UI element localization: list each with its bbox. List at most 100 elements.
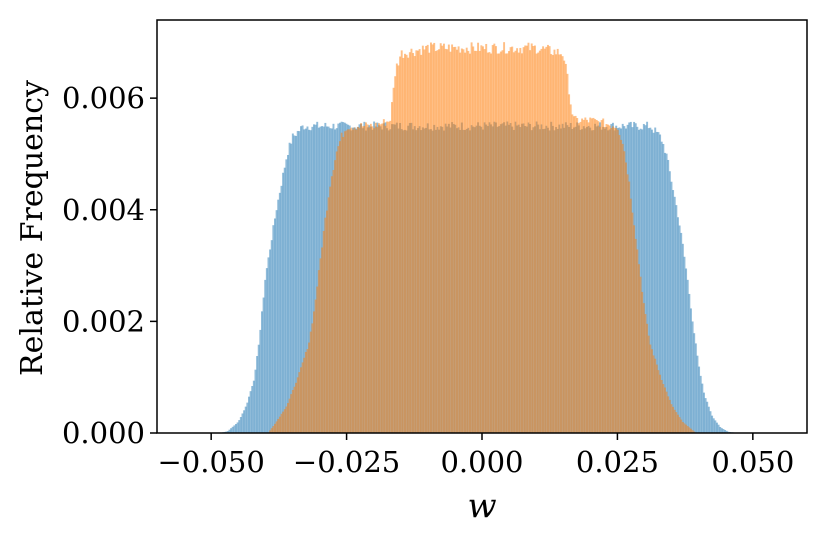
- histogram-bar: [607, 124, 610, 433]
- histogram-bar: [667, 159, 670, 434]
- histogram-bar: [356, 126, 359, 433]
- histogram-bar: [540, 48, 543, 433]
- histogram-bar: [519, 47, 522, 433]
- histogram-bar: [516, 48, 519, 433]
- histogram-bar: [558, 54, 561, 434]
- histogram-bar: [355, 129, 358, 433]
- histogram-bar: [725, 430, 728, 433]
- histogram-bar: [641, 129, 644, 433]
- histogram-bar: [322, 230, 325, 433]
- histogram-bar: [686, 426, 689, 433]
- histogram-bar: [417, 50, 419, 434]
- histogram-bar: [576, 118, 579, 434]
- histogram-bar: [556, 48, 559, 434]
- histogram-bar: [301, 362, 304, 433]
- histogram-bar: [501, 50, 504, 433]
- histogram-bar: [278, 192, 281, 433]
- histogram-bar: [717, 424, 720, 433]
- histogram-bar: [243, 410, 246, 433]
- histogram-bar: [701, 383, 704, 433]
- histogram-bar: [597, 121, 600, 433]
- histogram-bar: [696, 355, 699, 433]
- histogram-bar: [470, 42, 473, 433]
- histogram-bar: [586, 119, 588, 433]
- histogram-bar: [496, 53, 499, 434]
- histogram-bar: [343, 131, 346, 434]
- histogram-bar: [493, 43, 496, 434]
- histogram-bar: [274, 218, 276, 433]
- histogram-bar: [369, 123, 372, 433]
- histogram-bar: [522, 47, 525, 434]
- histogram-bar: [706, 401, 709, 433]
- histogram-bar: [688, 427, 691, 433]
- histogram-bar: [719, 426, 722, 433]
- histogram-bar: [538, 50, 541, 433]
- histogram-bar: [259, 329, 262, 433]
- histogram-bar: [469, 53, 471, 433]
- y-tick-label: 0.006: [62, 81, 145, 115]
- histogram-bar: [514, 50, 517, 433]
- histogram-bar: [283, 409, 286, 433]
- histogram-bar: [644, 125, 647, 433]
- histogram-bar: [668, 399, 671, 433]
- histogram-bar: [272, 426, 275, 433]
- histogram-bar: [686, 279, 689, 433]
- histogram-bar: [465, 47, 468, 434]
- histogram-bar: [563, 60, 566, 433]
- x-axis-label: w: [467, 486, 496, 526]
- histogram-bar: [488, 52, 491, 433]
- histogram-bar: [267, 257, 270, 433]
- histogram-bar: [547, 44, 549, 434]
- x-tick-label: 0.025: [576, 445, 659, 479]
- histogram-bar: [699, 375, 702, 433]
- histogram-bar: [280, 413, 283, 433]
- histogram-bar: [316, 121, 319, 433]
- histogram-bar: [638, 264, 640, 433]
- histogram-bar: [631, 212, 634, 433]
- histogram-bar: [693, 431, 696, 433]
- histogram-bar: [283, 167, 286, 433]
- histogram-bar: [621, 143, 624, 433]
- histogram-bar: [573, 116, 575, 433]
- histogram-bar: [317, 270, 320, 433]
- histogram-bar: [639, 276, 642, 433]
- histogram-bar: [680, 419, 683, 433]
- x-tick-label: 0.000: [440, 445, 523, 479]
- histogram-bar: [228, 429, 231, 433]
- histogram-bar: [551, 55, 554, 433]
- histogram-bar: [722, 429, 725, 433]
- histogram-bar: [277, 418, 280, 433]
- y-tick-label: 0.000: [62, 416, 145, 450]
- histogram-bar: [459, 52, 462, 434]
- histogram-bar: [368, 127, 371, 433]
- histogram-bar: [412, 53, 415, 433]
- histogram-bar: [439, 43, 442, 433]
- histogram-bar: [600, 120, 603, 433]
- histogram-bar: [498, 53, 501, 433]
- histogram-bar: [490, 53, 493, 433]
- histogram-bar: [413, 56, 416, 433]
- histogram-bar: [550, 54, 553, 433]
- histogram-bar: [475, 50, 478, 434]
- histogram-bar: [314, 299, 317, 433]
- histogram-bar: [379, 124, 382, 433]
- histogram-bar: [290, 394, 293, 433]
- histogram-bar: [313, 311, 315, 433]
- histogram-bar: [545, 46, 548, 434]
- histogram-bar: [303, 357, 306, 433]
- histogram-bar: [628, 181, 631, 433]
- histogram-bar: [410, 48, 413, 433]
- histogram-bar: [642, 123, 645, 433]
- histogram-bar: [446, 49, 449, 433]
- histogram-bar: [587, 122, 590, 433]
- histogram-bar: [555, 54, 558, 434]
- histogram-bar: [647, 128, 650, 433]
- ticks-layer: −0.050 −0.025 0.000 0.025 0.050 0.000 0.002 0.0…: [62, 81, 794, 479]
- histogram-bar: [340, 132, 343, 433]
- histogram-bar: [348, 129, 351, 434]
- histogram-bar: [613, 127, 616, 433]
- histogram-bar: [495, 46, 497, 434]
- histogram-bar: [634, 238, 637, 433]
- histogram-bar: [584, 117, 587, 433]
